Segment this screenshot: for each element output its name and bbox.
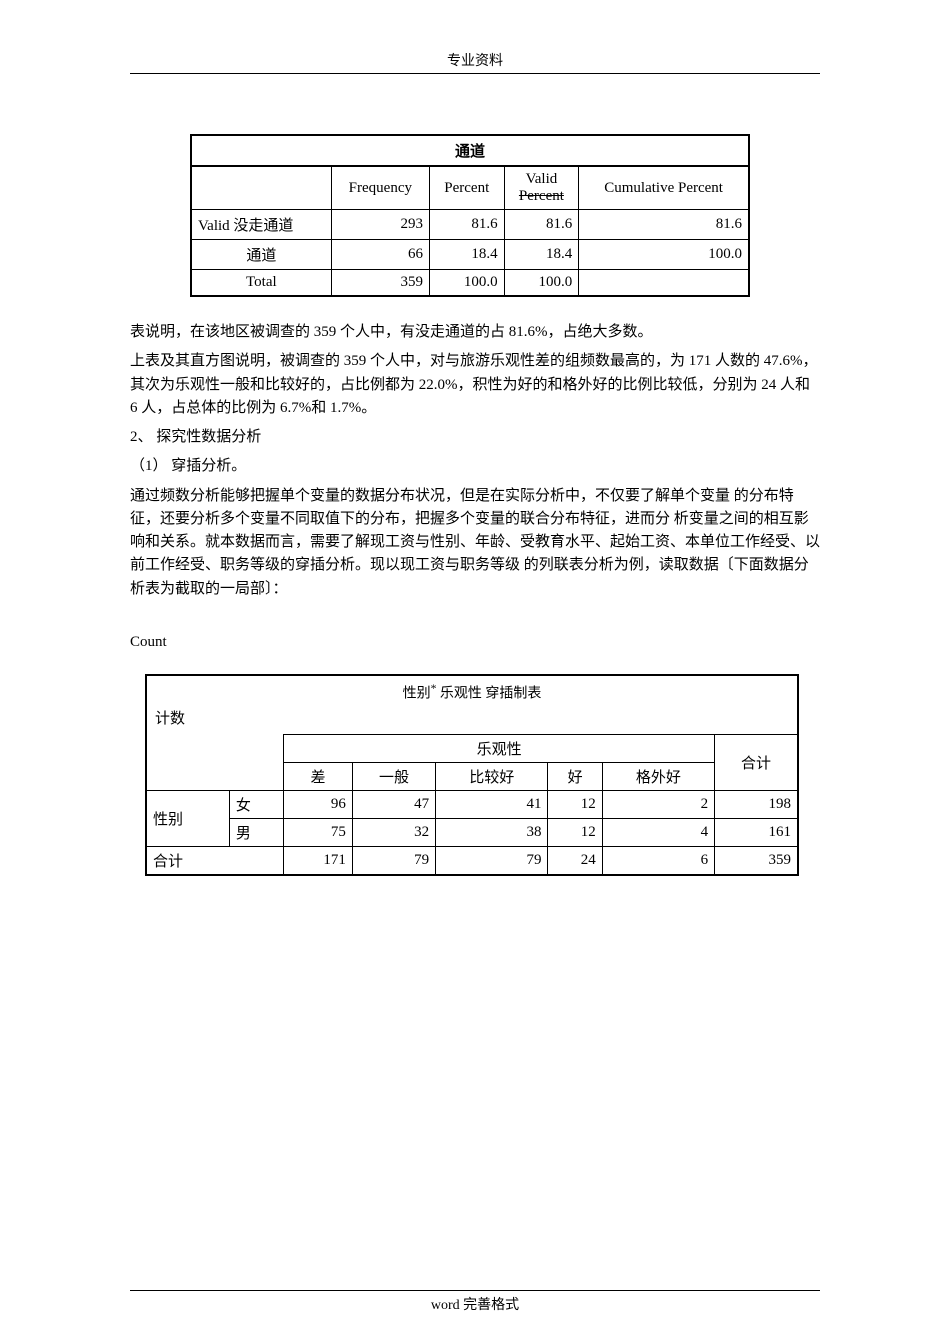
table1-cum-header: Cumulative Percent bbox=[579, 166, 749, 210]
table2-title: 性别* 乐观性 穿插制表 bbox=[147, 676, 797, 705]
table-row: Valid 没走通道 bbox=[191, 210, 331, 240]
frequency-table: 通道 Frequency Percent Valid Percent Cumul… bbox=[190, 134, 750, 297]
page-header: 专业资料 bbox=[130, 50, 820, 74]
table1-title: 通道 bbox=[191, 135, 749, 166]
paragraph: 上表及其直方图说明，被调查的 359 个人中，对与旅游乐观性差的组频数最高的，为… bbox=[130, 350, 820, 420]
section-subtitle: （1） 穿插分析。 bbox=[130, 455, 820, 478]
table-row: Total bbox=[191, 270, 331, 297]
table2-row-header: 性别 bbox=[147, 790, 229, 846]
table2-sub: 计数 bbox=[147, 705, 797, 734]
table1-freq-header: Frequency bbox=[331, 166, 429, 210]
count-label: Count bbox=[130, 631, 820, 654]
table1-percent-header: Percent bbox=[429, 166, 504, 210]
table-row: 男 bbox=[229, 818, 283, 846]
table1-empty-header bbox=[191, 166, 331, 210]
table1-valid-percent-header: Valid Percent bbox=[504, 166, 579, 210]
table-row: 女 bbox=[229, 790, 283, 818]
section-title: 2、 探究性数据分析 bbox=[130, 426, 820, 449]
crosstab-table: 性别* 乐观性 穿插制表 计数 乐观性 合计 差 一般 比较好 好 格外好 性别… bbox=[145, 674, 799, 876]
table2-group-header: 乐观性 bbox=[284, 734, 715, 762]
table-row: 通道 bbox=[191, 240, 331, 270]
page-footer: word 完善格式 bbox=[130, 1290, 820, 1314]
paragraph: 表说明，在该地区被调查的 359 个人中，有没走通道的占 81.6%，占绝大多数… bbox=[130, 321, 820, 344]
paragraph: 通过频数分析能够把握单个变量的数据分布状况，但是在实际分析中，不仅要了解单个变量… bbox=[130, 485, 820, 601]
table2-total-row-label: 合计 bbox=[147, 846, 284, 874]
table2-total-col: 合计 bbox=[715, 734, 797, 790]
